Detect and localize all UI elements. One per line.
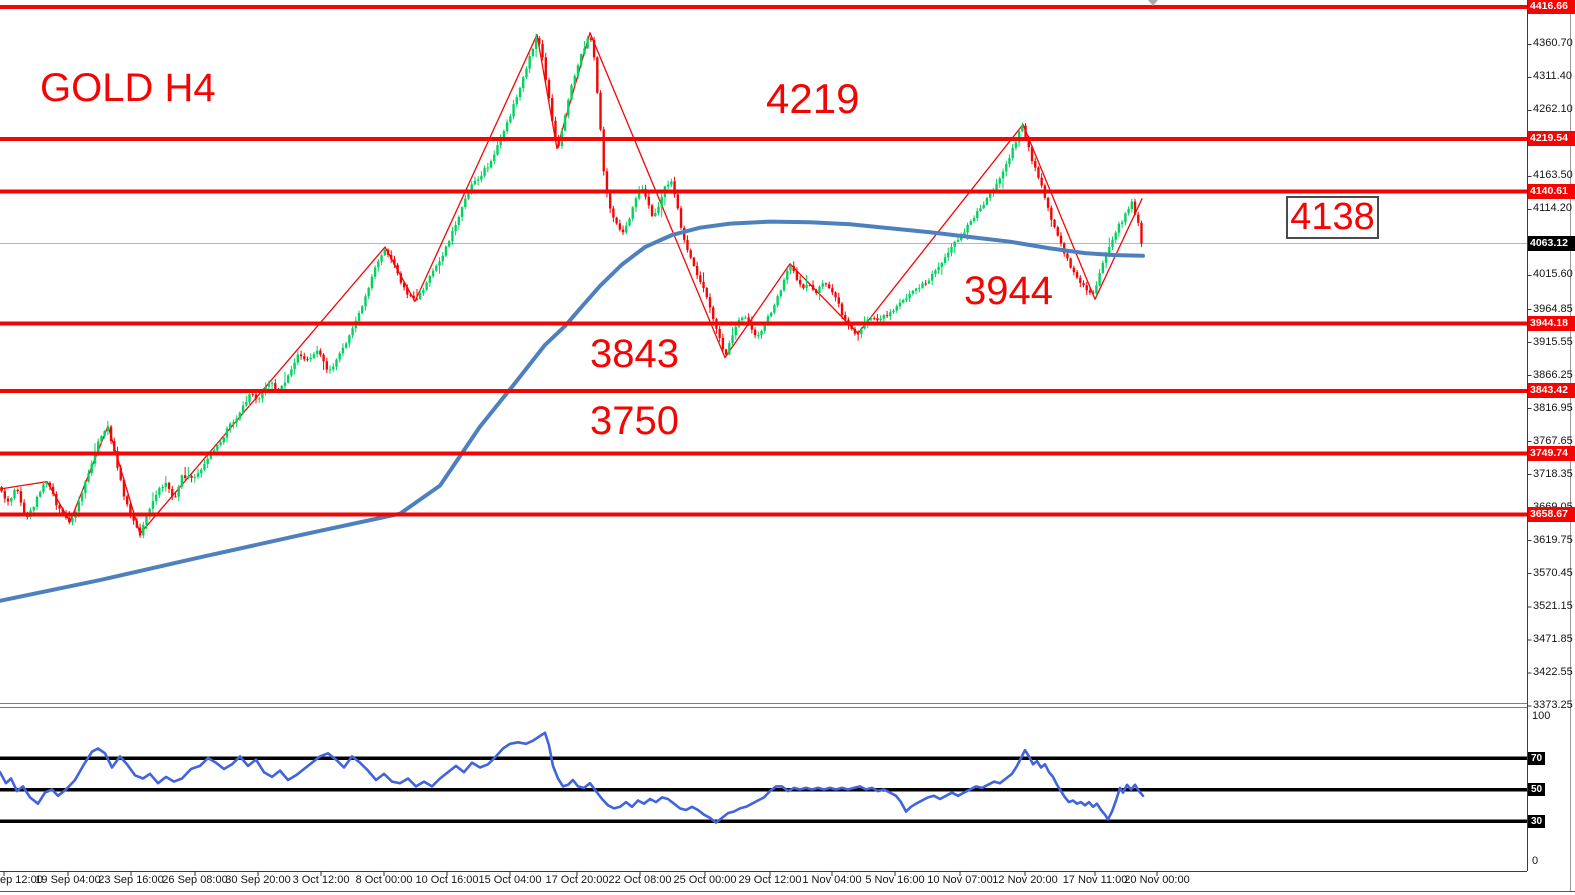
time-tick-label: 29 Oct 12:00 xyxy=(738,874,802,886)
price-tick-label: 3767.65 xyxy=(1533,434,1573,447)
annotation-3944: 3944 xyxy=(964,269,1053,313)
price-level-badge: 3749.74 xyxy=(1528,446,1575,462)
price-tick-label: 4360.70 xyxy=(1533,37,1573,50)
price-level-badge: 3658.67 xyxy=(1528,507,1575,523)
time-tick-label: 20 Nov 00:00 xyxy=(1124,874,1190,886)
time-tick-label: 19 Sep 04:00 xyxy=(35,874,101,886)
time-tick-label: 15 Oct 04:00 xyxy=(478,874,542,886)
price-tick-label: 3619.75 xyxy=(1533,533,1573,546)
price-level-badge: 3843.42 xyxy=(1528,383,1575,399)
time-tick-label: ep 12:00 xyxy=(0,874,43,886)
price-level-badge: 4416.66 xyxy=(1528,0,1575,15)
annotation-3843: 3843 xyxy=(590,332,679,376)
price-tick-label: 3964.85 xyxy=(1533,302,1573,315)
time-tick-label: 25 Oct 00:00 xyxy=(673,874,737,886)
price-tick-label: 4163.50 xyxy=(1533,169,1573,182)
time-tick-label: 30 Sep 20:00 xyxy=(225,874,291,886)
annotation-3750: 3750 xyxy=(590,399,679,443)
price-tick-label: 4015.60 xyxy=(1533,268,1573,281)
current-price-badge: 4063.12 xyxy=(1528,236,1575,252)
time-tick-label: 17 Nov 11:00 xyxy=(1062,874,1128,886)
price-tick-label: 3718.35 xyxy=(1533,467,1573,480)
time-tick-label: 23 Sep 16:00 xyxy=(98,874,164,886)
rsi-lower-label: 0 xyxy=(1532,855,1539,867)
annotation-4219: 4219 xyxy=(766,75,860,122)
time-tick-label: 12 Nov 20:00 xyxy=(992,874,1058,886)
time-tick-label: 26 Sep 08:00 xyxy=(162,874,228,886)
price-tick-label: 3471.85 xyxy=(1533,632,1573,645)
rsi-level-badge: 50 xyxy=(1528,783,1545,796)
time-tick-label: 17 Oct 20:00 xyxy=(545,874,609,886)
annotation-4138-box: 4138 xyxy=(1286,196,1379,239)
price-tick-label: 3866.25 xyxy=(1533,368,1573,381)
price-level-badge: 3944.18 xyxy=(1528,315,1575,331)
rsi-level-badge: 30 xyxy=(1528,814,1545,828)
time-tick-label: 8 Oct 00:00 xyxy=(355,874,413,886)
symbol-title-label: GOLD H4 xyxy=(40,66,216,110)
time-tick-label: 10 Oct 16:00 xyxy=(415,874,479,886)
time-tick-label: 5 Nov 16:00 xyxy=(865,874,925,886)
rsi-level-badge: 70 xyxy=(1528,751,1545,765)
price-tick-label: 3570.45 xyxy=(1533,566,1573,579)
price-tick-label: 4114.20 xyxy=(1533,202,1572,215)
time-tick-label: 3 Oct 12:00 xyxy=(292,874,350,886)
price-level-badge: 4219.54 xyxy=(1528,131,1575,147)
price-tick-label: 3915.55 xyxy=(1533,335,1573,348)
price-tick-label: 3422.55 xyxy=(1533,665,1573,678)
time-tick-label: 1 Nov 04:00 xyxy=(802,874,862,886)
time-tick-label: 22 Oct 08:00 xyxy=(608,874,672,886)
price-tick-label: 3816.95 xyxy=(1533,401,1573,414)
time-tick-label: 10 Nov 07:00 xyxy=(927,874,993,886)
price-tick-label: 4311.40 xyxy=(1533,70,1572,83)
price-tick-label: 3373.25 xyxy=(1533,698,1573,711)
price-tick-label: 3521.15 xyxy=(1533,599,1573,612)
rsi-upper-label: 100 xyxy=(1532,710,1551,722)
price-level-badge: 4140.61 xyxy=(1528,184,1575,200)
price-tick-label: 4262.10 xyxy=(1533,103,1573,116)
